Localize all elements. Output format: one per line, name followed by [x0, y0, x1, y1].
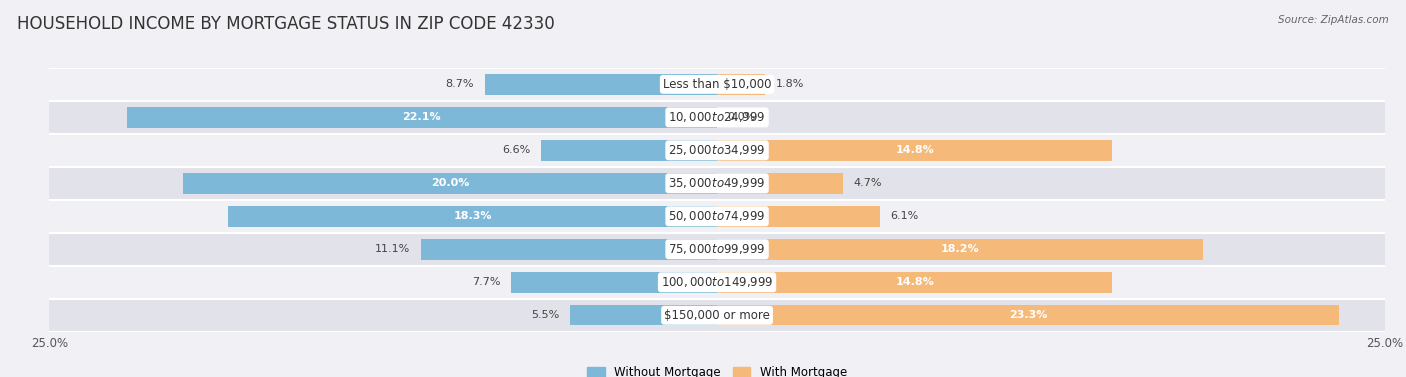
Text: 0.0%: 0.0% [728, 112, 756, 123]
Text: $50,000 to $74,999: $50,000 to $74,999 [668, 209, 766, 223]
Text: 20.0%: 20.0% [430, 178, 470, 188]
Bar [571, 305, 717, 325]
Bar [49, 200, 1385, 233]
Text: 22.1%: 22.1% [402, 112, 441, 123]
Text: $35,000 to $49,999: $35,000 to $49,999 [668, 176, 766, 190]
Bar [183, 173, 717, 193]
Bar [717, 305, 1340, 325]
Bar [49, 233, 1385, 266]
Text: 11.1%: 11.1% [374, 244, 411, 254]
Text: 5.5%: 5.5% [531, 310, 560, 320]
Bar [717, 173, 842, 193]
Text: 1.8%: 1.8% [776, 79, 804, 89]
Text: 14.8%: 14.8% [896, 145, 934, 155]
Text: 18.3%: 18.3% [453, 211, 492, 221]
Legend: Without Mortgage, With Mortgage: Without Mortgage, With Mortgage [582, 362, 852, 377]
Text: 7.7%: 7.7% [472, 277, 501, 287]
Text: $10,000 to $24,999: $10,000 to $24,999 [668, 110, 766, 124]
Bar [541, 140, 717, 161]
Bar [717, 206, 880, 227]
Text: Less than $10,000: Less than $10,000 [662, 78, 772, 91]
Bar [49, 266, 1385, 299]
Text: 18.2%: 18.2% [941, 244, 980, 254]
Bar [485, 74, 717, 95]
Text: 6.1%: 6.1% [891, 211, 920, 221]
Bar [717, 74, 765, 95]
Bar [49, 68, 1385, 101]
Text: $25,000 to $34,999: $25,000 to $34,999 [668, 143, 766, 157]
Text: 4.7%: 4.7% [853, 178, 882, 188]
Text: 23.3%: 23.3% [1010, 310, 1047, 320]
Bar [420, 239, 717, 259]
Bar [512, 272, 717, 293]
Bar [228, 206, 717, 227]
Bar [49, 299, 1385, 332]
Text: $100,000 to $149,999: $100,000 to $149,999 [661, 275, 773, 289]
Text: 8.7%: 8.7% [446, 79, 474, 89]
Text: Source: ZipAtlas.com: Source: ZipAtlas.com [1278, 15, 1389, 25]
Text: $75,000 to $99,999: $75,000 to $99,999 [668, 242, 766, 256]
Bar [49, 167, 1385, 200]
Bar [717, 140, 1112, 161]
Text: HOUSEHOLD INCOME BY MORTGAGE STATUS IN ZIP CODE 42330: HOUSEHOLD INCOME BY MORTGAGE STATUS IN Z… [17, 15, 554, 33]
Bar [127, 107, 717, 127]
Bar [49, 101, 1385, 134]
Bar [49, 134, 1385, 167]
Text: $150,000 or more: $150,000 or more [664, 309, 770, 322]
Bar [717, 272, 1112, 293]
Text: 6.6%: 6.6% [502, 145, 530, 155]
Bar [717, 239, 1204, 259]
Text: 14.8%: 14.8% [896, 277, 934, 287]
